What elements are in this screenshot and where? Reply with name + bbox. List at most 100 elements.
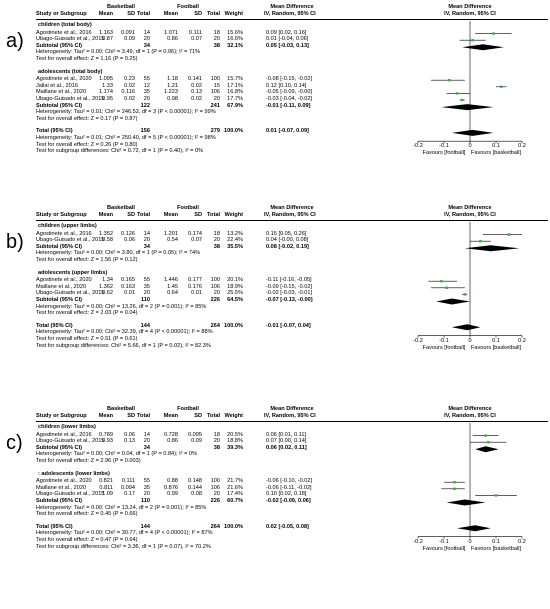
subgroup-differences-test: Test for subgroup differences: Chi² = 5.… <box>36 342 211 349</box>
football-mean: 0.86 <box>167 438 178 445</box>
study-point-marker <box>499 85 503 89</box>
total-ci: 0.02 [-0.05, 0.08] <box>266 523 309 530</box>
football-n: 106 <box>210 89 220 96</box>
subtotal-ci: -0.02 [-0.09, 0.06] <box>266 498 311 504</box>
football-mean: 1.45 <box>167 283 178 290</box>
study-ci: -0.11 [-0.16, -0.05] <box>266 277 312 284</box>
football-n: 20 <box>213 36 220 43</box>
subtotal-weight: 60.7% <box>227 498 243 504</box>
weight-header: Weight <box>224 413 243 419</box>
study-point-marker <box>471 38 474 42</box>
football-sd: 0.02 <box>191 96 202 102</box>
total-ci: -0.01 [-0.07, 0.04] <box>266 322 311 329</box>
basketball-total-header: Total <box>137 212 150 218</box>
basketball-sd: 0.13 <box>124 438 135 445</box>
study-point-marker <box>486 440 490 444</box>
basketball-sd: 0.06 <box>124 431 135 438</box>
football-mean: 0.728 <box>164 431 178 438</box>
x-axis-tick-label: 0 <box>468 538 472 545</box>
football-mean-header: Mean <box>163 11 178 17</box>
football-sd-header: SD <box>194 212 202 218</box>
subtotal-football-n: 226 <box>210 297 220 303</box>
study-name: Ubago-Guisado et al., 2015 <box>36 438 105 445</box>
football-n: 18 <box>213 230 220 237</box>
study-point-marker <box>463 293 467 296</box>
study-ci: -0.08 [-0.15, -0.02] <box>266 76 313 83</box>
study-ci: -0.06 [-0.11, -0.02] <box>266 484 312 491</box>
study-column-header: Study or Subgroup <box>36 212 87 218</box>
study-name: Agostinete et al., 2016 <box>36 230 92 237</box>
weight-header: Weight <box>224 212 243 218</box>
study-ci: 0.07 [0.00, 0.14] <box>266 438 307 445</box>
favours-left-label: Favours [football] <box>422 150 466 157</box>
study-ci: -0.02 [-0.03, -0.01] <box>266 290 313 297</box>
study-point-marker <box>447 78 451 82</box>
x-axis-tick-label: 0.2 <box>518 337 526 344</box>
football-mean-header: Mean <box>163 413 178 419</box>
study-point-marker <box>455 92 459 95</box>
basketball-n: 20 <box>143 96 150 102</box>
subgroup-differences-test: Test for subgroup differences: Chi² = 3.… <box>36 543 211 550</box>
football-sd: 0.08 <box>191 491 202 498</box>
football-sd: 0.01 <box>191 290 202 297</box>
study-ci: -0.09 [-0.15, -0.02] <box>266 283 313 290</box>
group1-header: Basketball <box>107 4 135 10</box>
football-sd: 0.07 <box>191 36 202 43</box>
total-basketball-n: 144 <box>140 322 150 329</box>
basketball-sd: 0.01 <box>124 290 135 297</box>
study-point-marker <box>492 32 495 35</box>
group1-header: Basketball <box>107 406 135 412</box>
football-mean: 1.201 <box>164 230 178 237</box>
study-ci: 0.10 [0.02, 0.18] <box>266 491 307 498</box>
basketball-sd: 0.116 <box>121 89 135 96</box>
football-sd: 0.095 <box>188 431 202 438</box>
football-sd-header: SD <box>194 413 202 419</box>
study-point-marker <box>440 279 443 283</box>
football-mean: 0.98 <box>167 96 178 102</box>
basketball-sd: 0.09 <box>124 36 135 43</box>
subgroup-title: adolescents (upper limbs) <box>38 269 108 276</box>
subtotal-basketball-n: 122 <box>140 102 150 109</box>
total-weight: 100.0% <box>224 128 243 135</box>
subgroup-overall-effect: Test for overall effect: Z = 1.16 (P = 0… <box>36 56 138 62</box>
basketball-n: 20 <box>143 491 150 498</box>
football-sd: 0.13 <box>191 89 202 96</box>
basketball-mean: 0.62 <box>102 290 113 297</box>
x-axis-tick-label: -0.2 <box>413 337 423 344</box>
football-n: 106 <box>210 484 220 491</box>
study-point-marker <box>494 494 498 497</box>
x-axis-tick-label: 0.2 <box>518 143 526 150</box>
subtotal-weight: 39.3% <box>227 444 243 451</box>
basketball-sd: 0.02 <box>124 82 135 89</box>
basketball-sd: 0.02 <box>124 96 135 102</box>
football-sd: 0.141 <box>188 76 202 83</box>
study-ci: 0.12 [0.10, 0.14] <box>266 82 307 89</box>
basketball-n: 20 <box>143 438 150 445</box>
basketball-mean-header: Mean <box>98 212 113 218</box>
football-n: 100 <box>210 478 220 485</box>
study-weight: 17.1% <box>227 82 243 89</box>
header-rule <box>36 220 548 221</box>
study-ci: 0.01 [-0.04, 0.06] <box>266 36 309 43</box>
subgroup-heterogeneity: Heterogeneity: Tau² = 0.00; Chi² = 3.49,… <box>36 49 201 56</box>
football-total-header: Total <box>207 413 220 419</box>
football-n: 20 <box>213 438 220 445</box>
subgroup-heterogeneity: Heterogeneity: Tau² = 0.00; Chi² = 13.26… <box>36 303 207 310</box>
basketball-mean-header: Mean <box>98 11 113 17</box>
x-axis-tick-label: -0.1 <box>439 337 449 344</box>
basketball-sd: 0.126 <box>121 230 135 237</box>
football-n: 106 <box>210 283 220 290</box>
subtotal-label: Subtotal (95% CI) <box>36 243 82 250</box>
subtotal-ci: 0.08 [-0.02, 0.19] <box>266 243 309 250</box>
study-point-marker <box>479 239 482 243</box>
basketball-n: 55 <box>143 76 150 83</box>
basketball-mean: 0.789 <box>99 431 113 438</box>
study-name: Maillane et al., 2020 <box>36 484 87 491</box>
md-subheader-left: IV, Random, 95% CI <box>264 413 316 419</box>
basketball-sd: 0.17 <box>124 491 135 498</box>
basketball-n: 55 <box>143 277 150 284</box>
study-weight: 15.7% <box>227 76 243 83</box>
study-point-marker <box>453 480 456 484</box>
subtotal-label: Subtotal (95% CI) <box>36 102 82 109</box>
study-weight: 17.7% <box>227 96 243 102</box>
